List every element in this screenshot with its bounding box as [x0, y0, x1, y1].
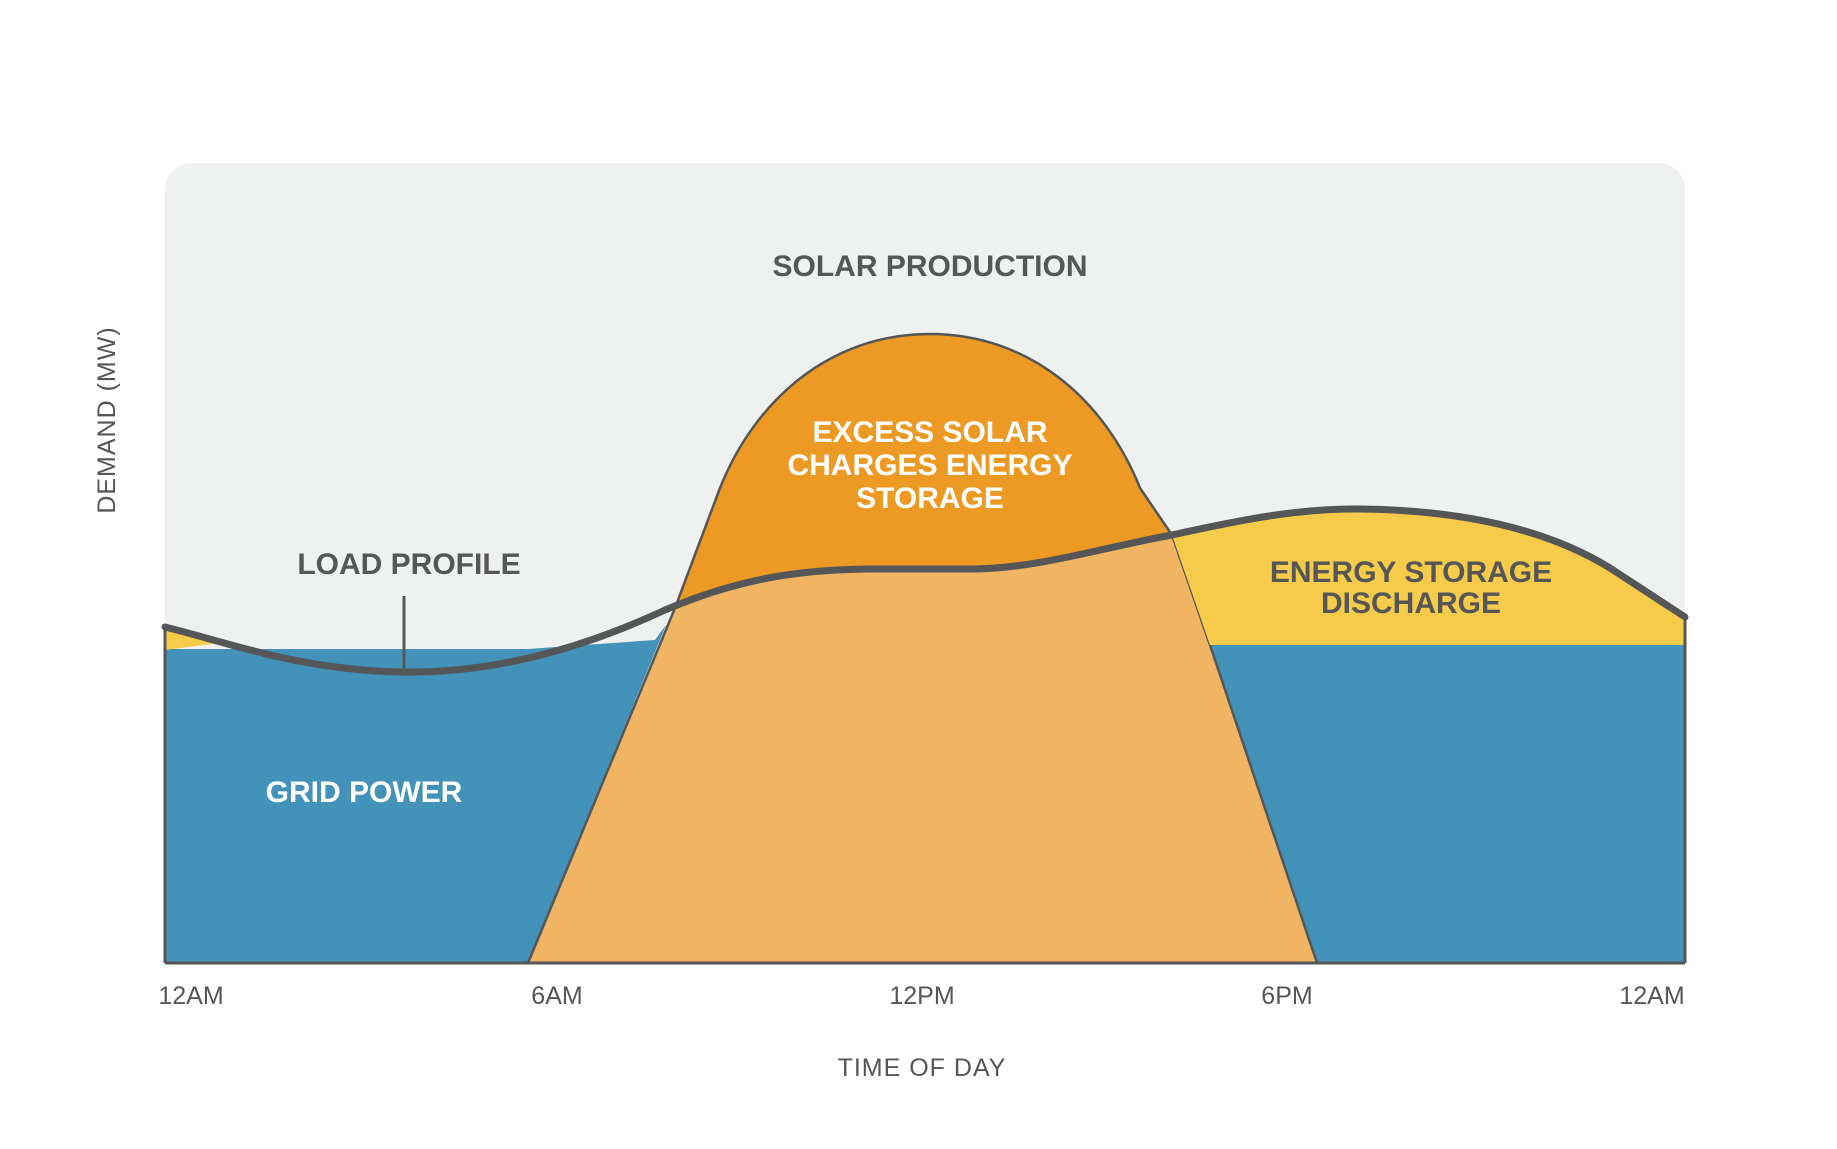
y-axis-title: DEMAND (MW): [93, 326, 121, 513]
excess-solar-label-line3: STORAGE: [856, 482, 1004, 515]
grid-power-label: GRID POWER: [266, 776, 463, 809]
x-tick-label: 12AM: [158, 982, 223, 1010]
x-tick-label: 6PM: [1261, 982, 1312, 1010]
x-tick-label: 12PM: [889, 982, 954, 1010]
energy-storage-label-line2: DISCHARGE: [1321, 587, 1501, 620]
solar-production-label: SOLAR PRODUCTION: [773, 250, 1088, 283]
excess-solar-label-line1: EXCESS SOLAR: [812, 416, 1047, 449]
excess-solar-label-line2: CHARGES ENERGY: [787, 449, 1072, 482]
x-axis-title: TIME OF DAY: [838, 1054, 1007, 1082]
x-tick-label: 6AM: [531, 982, 582, 1010]
load-profile-line: [161, 505, 1689, 676]
x-tick-label: 12AM: [1619, 982, 1684, 1010]
grid-power-area-right: [1210, 645, 1685, 963]
energy-storage-label-line1: ENERGY STORAGE: [1270, 556, 1552, 589]
grid-power-area: [165, 625, 666, 963]
load-profile-label: LOAD PROFILE: [297, 548, 520, 581]
